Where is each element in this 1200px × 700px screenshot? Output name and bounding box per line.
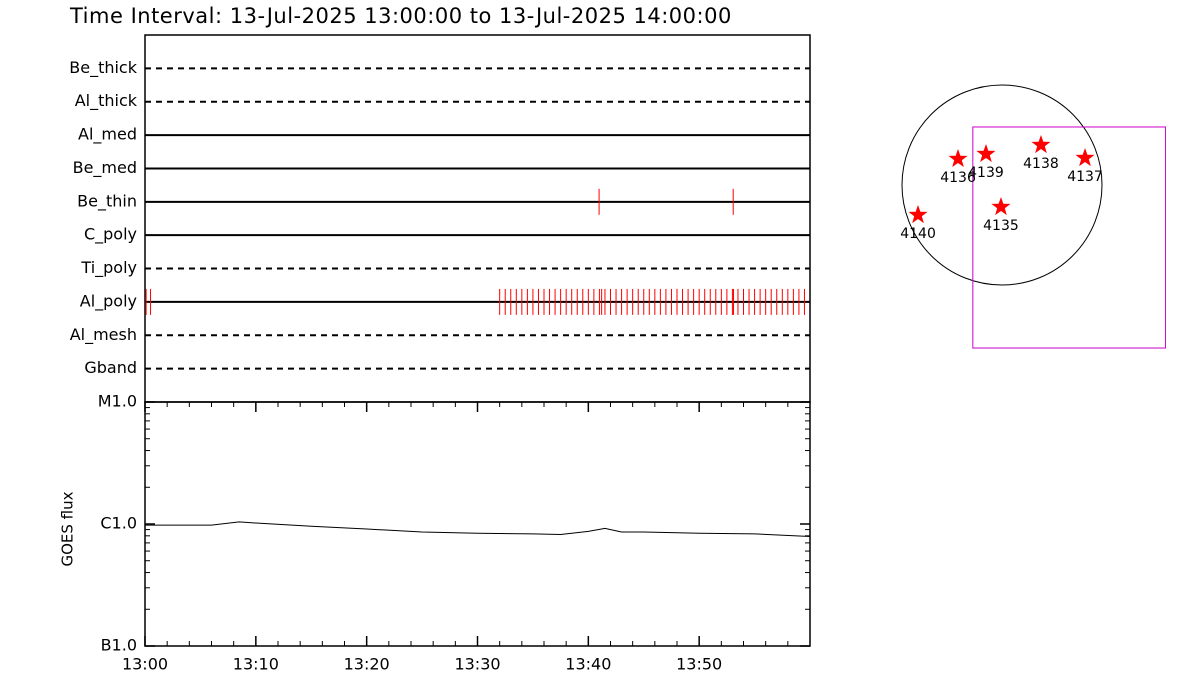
x-tick-label: 13:30 — [454, 655, 500, 674]
field-of-view — [972, 126, 1166, 349]
panel-frame — [144, 401, 811, 647]
y-tick-label: Ti_poly — [80, 258, 137, 278]
y-axis-label: GOES flux — [59, 491, 77, 566]
region-star — [908, 205, 928, 224]
region-star — [1075, 148, 1095, 167]
region-star — [1031, 135, 1051, 154]
y-tick-label: Be_thick — [69, 58, 137, 78]
y-tick-label: Be_med — [73, 158, 137, 178]
fov-group — [972, 126, 1166, 349]
region-label: 4136 — [940, 170, 976, 186]
x-tick-label: 13:00 — [122, 655, 168, 674]
region-label: 4139 — [968, 165, 1004, 181]
y-tick-label: M1.0 — [98, 392, 137, 411]
x-tick-label: 13:50 — [676, 655, 722, 674]
flux-line — [145, 521, 811, 537]
y-tick-label: Al_mesh — [70, 325, 137, 345]
region-star — [991, 197, 1011, 216]
region-label: 4138 — [1023, 156, 1059, 172]
region-label: 4137 — [1067, 169, 1103, 185]
y-tick-label: C1.0 — [100, 514, 137, 533]
region-star — [976, 144, 996, 162]
x-tick-label: 13:40 — [565, 655, 611, 674]
solar-disk — [901, 84, 1103, 286]
region-star — [948, 149, 968, 167]
chart-title: Time Interval: 13-Jul-2025 13:00:00 to 1… — [69, 4, 732, 28]
x-tick-label: 13:20 — [344, 655, 390, 674]
y-tick-label: Gband — [84, 358, 137, 377]
y-tick-label: Al_med — [78, 125, 137, 145]
x-tick-label: 13:10 — [233, 655, 279, 674]
panel-frame — [144, 34, 811, 403]
region-label: 4140 — [900, 226, 936, 242]
y-tick-label: B1.0 — [101, 636, 137, 655]
y-tick-label: Al_thick — [75, 91, 138, 111]
region-label: 4135 — [983, 218, 1019, 234]
y-tick-label: C_poly — [84, 225, 137, 245]
y-tick-label: Al_poly — [80, 291, 137, 311]
y-tick-label: Be_thin — [77, 191, 137, 211]
